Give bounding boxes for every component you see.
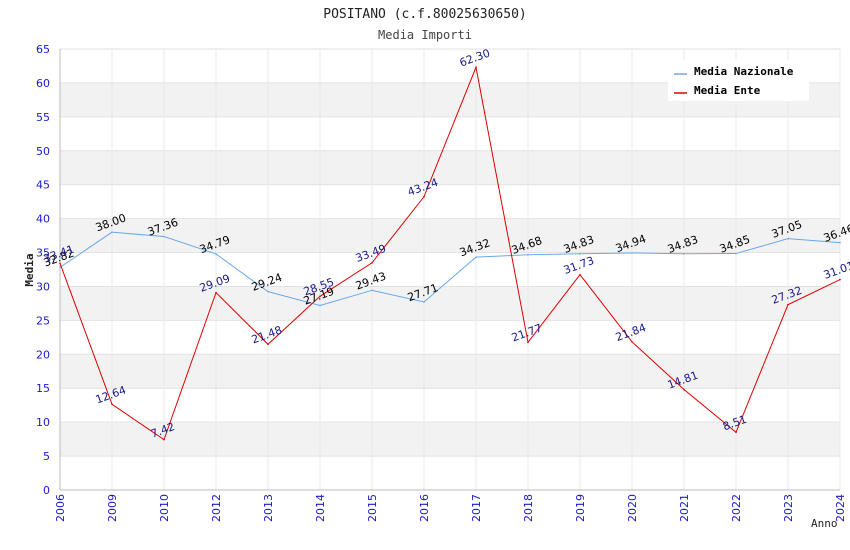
data-point-media-ente [735,431,737,434]
data-point-media-nazionale [215,253,217,255]
data-point-media-nazionale [423,301,425,303]
x-tick-label: 2015 [366,494,379,522]
y-tick-label: 10 [36,416,50,429]
grid-band [60,354,840,389]
data-point-media-nazionale [267,290,269,293]
legend-label-media-ente: Media Ente [694,84,761,97]
data-point-media-ente [423,195,425,198]
grid-bands [60,82,840,457]
y-tick-label: 45 [36,179,50,192]
data-point-media-ente [163,438,165,441]
y-tick-label: 5 [43,450,50,463]
x-tick-label: 2024 [834,494,847,522]
data-point-media-nazionale [839,241,841,244]
data-point-media-ente [631,341,633,343]
data-point-media-nazionale [475,256,477,258]
data-point-media-nazionale [735,252,737,255]
data-point-media-nazionale [631,252,633,254]
data-label-media-ente: 62.30 [458,47,492,70]
data-point-media-ente [267,343,269,346]
legend: Media Nazionale Media Ente [668,60,809,101]
x-tick-label: 2010 [158,494,171,522]
data-label-media-ente: 31.01 [822,259,850,282]
grid-band [60,150,840,185]
x-tick-label: 2012 [210,494,223,522]
data-point-media-nazionale [59,266,61,269]
x-tick-label: 2021 [678,494,691,522]
data-point-media-nazionale [527,253,529,256]
x-tick-label: 2023 [782,494,795,522]
data-label-media-ente: 31.73 [562,254,596,277]
x-tick-label: 2014 [314,494,327,522]
y-tick-label: 30 [36,280,50,293]
chart-subtitle: Media Importi [378,28,472,42]
x-axis-label: Anno [811,517,838,530]
data-point-media-nazionale [683,252,685,255]
y-axis-label: Media [23,253,36,286]
data-point-media-ente [683,388,685,391]
y-tick-label: 55 [36,111,50,124]
data-point-media-ente [579,273,581,276]
data-point-media-nazionale [787,237,789,240]
y-tick-label: 35 [36,247,50,260]
x-tick-label: 2017 [470,494,483,522]
grid-band [60,286,840,321]
series-line-media-nazionale [59,231,841,307]
y-tick-label: 50 [36,145,50,158]
series-line-media-ente [59,65,841,441]
y-tick-label: 40 [36,213,50,226]
data-point-media-ente [787,303,789,306]
series-lines [59,65,841,441]
y-tick-label: 25 [36,314,50,327]
data-point-media-ente [215,291,217,294]
y-tick-label: 60 [36,77,50,90]
x-tick-label: 2013 [262,494,275,522]
x-tick-label: 2019 [574,494,587,522]
data-point-media-ente [527,341,529,344]
data-point-media-nazionale [163,235,165,238]
x-tick-label: 2020 [626,494,639,522]
x-tick-label: 2006 [54,494,67,522]
data-point-media-nazionale [111,231,113,233]
data-point-media-ente [59,262,61,265]
data-point-media-nazionale [579,252,581,255]
chart-title: POSITANO (c.f.80025630650) [323,7,527,22]
x-axis-ticks: 2006 2009 2010 2012 2013 2014 2015 2016 2017 2018… [54,494,847,522]
data-point-media-nazionale [371,289,373,292]
data-point-media-nazionale [319,304,321,307]
data-point-media-ente [839,278,841,281]
x-tick-label: 2022 [730,494,743,522]
y-axis-ticks: 0 5 10 15 20 25 30 35 40 45 50 55 60 65 [36,43,50,497]
grid-band [60,218,840,253]
data-point-media-ente [475,66,477,69]
x-tick-label: 2016 [418,494,431,522]
y-tick-label: 15 [36,382,50,395]
grid-lines [59,48,841,491]
y-tick-label: 65 [36,43,50,56]
data-label-media-ente: 21.77 [510,322,544,345]
y-tick-label: 20 [36,348,50,361]
grid-band [60,422,840,457]
x-tick-label: 2009 [106,494,119,522]
legend-box [668,60,809,101]
data-point-media-ente [371,261,373,264]
data-point-media-ente [319,295,321,298]
legend-label-media-nazionale: Media Nazionale [694,65,794,78]
y-tick-label: 0 [43,484,50,497]
data-point-media-ente [111,403,113,406]
x-tick-label: 2018 [522,494,535,522]
